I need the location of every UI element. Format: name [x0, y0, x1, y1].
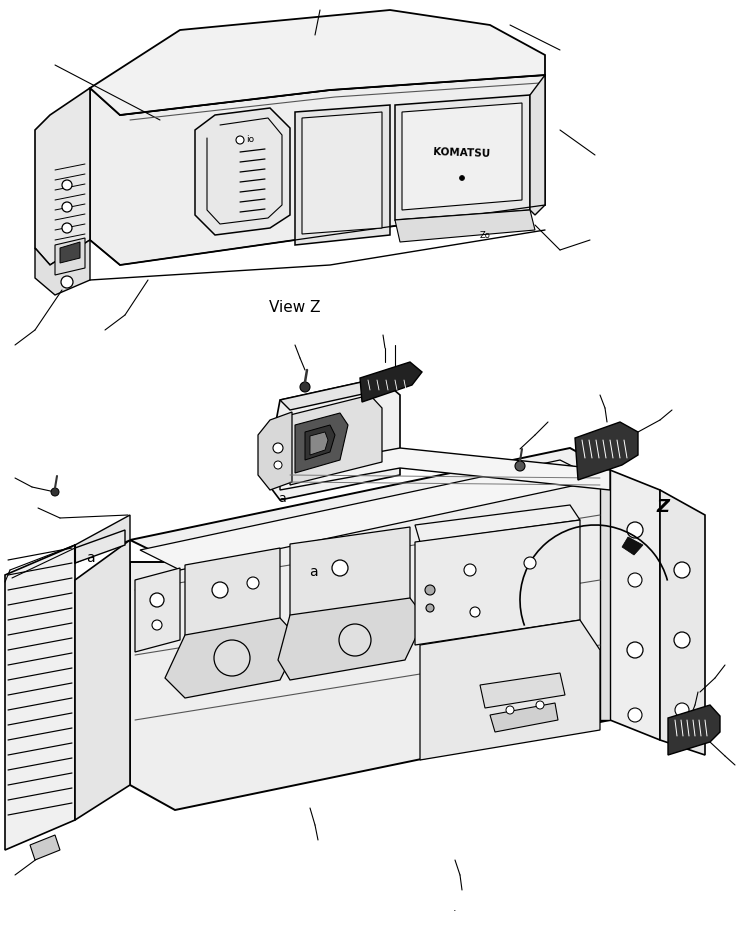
Polygon shape: [395, 210, 535, 242]
Polygon shape: [480, 673, 565, 708]
Polygon shape: [290, 527, 410, 618]
Text: a: a: [309, 565, 317, 579]
Polygon shape: [60, 242, 80, 263]
Polygon shape: [75, 515, 130, 563]
Polygon shape: [280, 378, 390, 410]
Circle shape: [236, 136, 244, 144]
Circle shape: [470, 607, 480, 617]
Polygon shape: [575, 422, 638, 480]
Circle shape: [300, 382, 310, 392]
Polygon shape: [165, 618, 300, 698]
Circle shape: [675, 703, 689, 717]
Circle shape: [459, 176, 465, 181]
Circle shape: [247, 577, 259, 589]
Circle shape: [51, 488, 59, 496]
Circle shape: [464, 564, 476, 576]
Polygon shape: [415, 505, 580, 542]
Circle shape: [62, 223, 72, 233]
Polygon shape: [395, 95, 530, 220]
Circle shape: [214, 640, 250, 676]
Circle shape: [506, 706, 514, 714]
Circle shape: [425, 585, 435, 595]
Circle shape: [674, 632, 690, 648]
Circle shape: [273, 443, 283, 453]
Polygon shape: [668, 705, 720, 755]
Polygon shape: [135, 568, 180, 652]
Text: a: a: [278, 492, 286, 505]
Circle shape: [152, 620, 162, 630]
Circle shape: [332, 560, 348, 576]
Polygon shape: [90, 75, 545, 265]
Circle shape: [62, 180, 72, 190]
Polygon shape: [130, 448, 610, 562]
Circle shape: [628, 573, 642, 587]
Text: io: io: [246, 135, 254, 144]
Polygon shape: [195, 108, 290, 235]
Text: a: a: [86, 551, 94, 565]
Polygon shape: [530, 75, 545, 215]
Polygon shape: [90, 10, 545, 115]
Polygon shape: [140, 460, 600, 570]
Circle shape: [524, 557, 536, 569]
Polygon shape: [278, 598, 425, 680]
Text: KOMATSU: KOMATSU: [433, 147, 491, 159]
Polygon shape: [360, 362, 422, 402]
Polygon shape: [75, 540, 130, 820]
Text: Zo: Zo: [480, 231, 491, 240]
Circle shape: [674, 562, 690, 578]
Polygon shape: [305, 425, 335, 460]
Circle shape: [150, 593, 164, 607]
Polygon shape: [420, 620, 600, 760]
Circle shape: [426, 604, 434, 612]
Polygon shape: [310, 432, 328, 455]
Polygon shape: [290, 395, 382, 485]
Circle shape: [274, 461, 282, 469]
Polygon shape: [75, 530, 125, 563]
Circle shape: [61, 276, 73, 288]
Polygon shape: [265, 378, 400, 500]
Circle shape: [515, 461, 525, 471]
Polygon shape: [295, 413, 348, 473]
Circle shape: [627, 642, 643, 658]
Polygon shape: [35, 240, 90, 295]
Polygon shape: [35, 88, 90, 265]
Polygon shape: [280, 448, 610, 490]
Polygon shape: [660, 490, 705, 755]
Circle shape: [627, 522, 643, 538]
Circle shape: [536, 701, 544, 709]
Polygon shape: [402, 103, 522, 210]
Polygon shape: [258, 412, 292, 490]
Polygon shape: [295, 105, 390, 245]
Polygon shape: [185, 548, 280, 638]
Circle shape: [62, 202, 72, 212]
Polygon shape: [415, 520, 580, 645]
Circle shape: [628, 708, 642, 722]
Text: Z: Z: [657, 498, 669, 516]
Polygon shape: [5, 545, 75, 850]
Circle shape: [212, 582, 228, 598]
Polygon shape: [302, 112, 382, 234]
Polygon shape: [30, 835, 60, 860]
Circle shape: [339, 624, 371, 656]
Polygon shape: [490, 703, 558, 732]
Polygon shape: [600, 470, 610, 720]
Polygon shape: [130, 470, 610, 810]
Polygon shape: [55, 238, 85, 275]
Polygon shape: [610, 470, 660, 740]
Text: .: .: [453, 903, 457, 913]
Polygon shape: [622, 537, 643, 555]
Text: View Z: View Z: [269, 301, 320, 316]
